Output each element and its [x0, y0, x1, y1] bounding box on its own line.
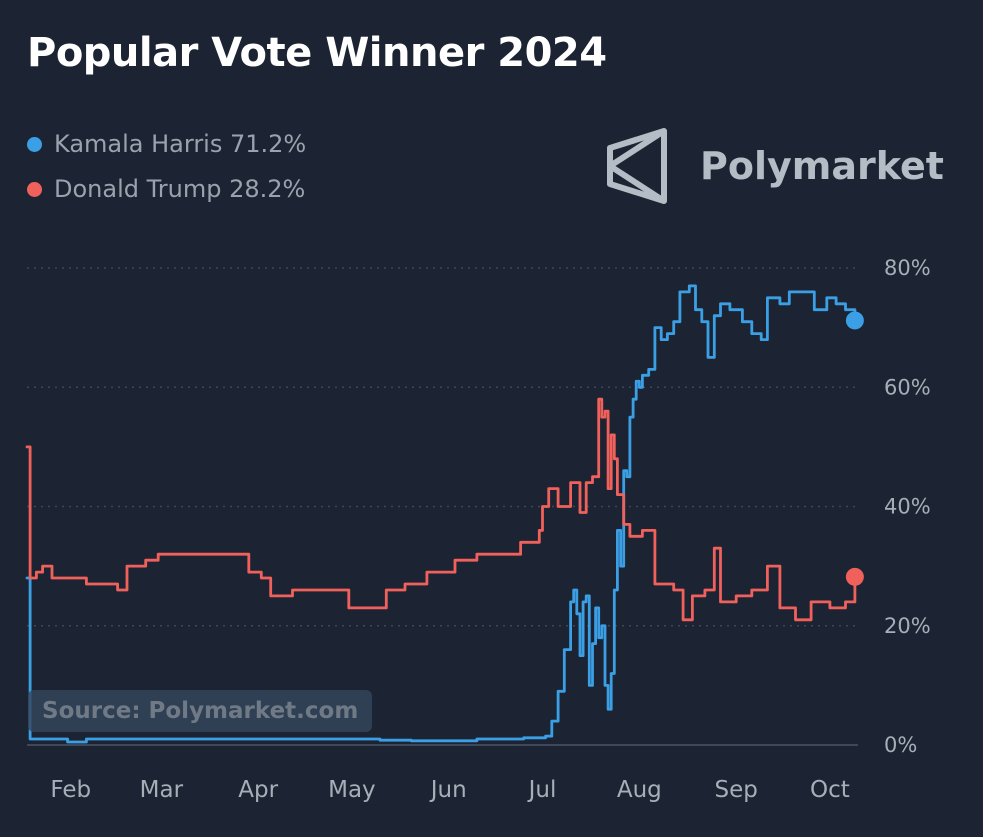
brand-name: Polymarket	[700, 144, 944, 188]
x-axis-ticks: Feb Mar Apr May Jun Jul Aug Sep Oct	[50, 777, 849, 803]
series-line-harris	[25, 284, 857, 744]
x-tick-label: Aug	[617, 777, 662, 803]
x-tick-label: Apr	[238, 777, 278, 803]
x-tick-label: Mar	[140, 777, 184, 803]
x-tick-label: Feb	[50, 777, 91, 803]
x-tick-label: Oct	[810, 777, 850, 803]
y-tick-label: 80%	[884, 256, 931, 280]
grid-lines	[27, 267, 858, 746]
legend-item-trump: Donald Trump 28.2%	[27, 175, 305, 203]
legend-label-harris: Kamala Harris 71.2%	[54, 130, 307, 158]
y-axis-ticks: 80% 60% 40% 20% 0%	[884, 256, 931, 757]
y-tick-label: 20%	[884, 614, 931, 638]
chart-title: Popular Vote Winner 2024	[27, 30, 607, 76]
legend-label-trump: Donald Trump 28.2%	[54, 175, 306, 203]
end-marker-trump	[845, 567, 864, 586]
series-lines	[25, 284, 864, 744]
y-tick-label: 0%	[884, 733, 917, 757]
y-tick-label: 40%	[884, 495, 931, 519]
y-tick-label: 60%	[884, 375, 931, 399]
series-line-trump	[25, 397, 857, 622]
legend-dot-trump	[27, 181, 42, 197]
source-badge: Source: Polymarket.com	[28, 690, 373, 732]
x-tick-label: May	[328, 777, 376, 803]
end-marker-harris	[845, 311, 864, 330]
polymarket-logo: Polymarket	[606, 128, 944, 204]
legend-dot-harris	[27, 136, 42, 152]
legend-item-harris: Kamala Harris 71.2%	[27, 130, 306, 158]
x-tick-label: Jul	[527, 777, 557, 803]
x-tick-label: Jun	[429, 777, 467, 803]
x-tick-label: Sep	[714, 777, 757, 803]
polymarket-logo-icon	[607, 128, 667, 204]
